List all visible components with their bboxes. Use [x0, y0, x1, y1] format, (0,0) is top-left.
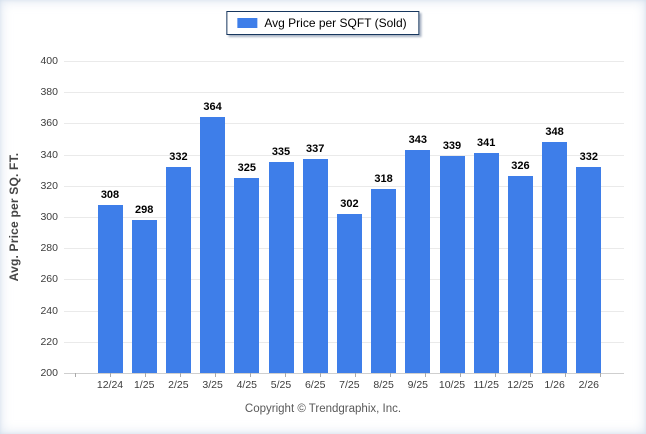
gridline	[64, 123, 624, 125]
x-tick-label: 10/25	[438, 379, 466, 391]
y-tick-label: 280	[40, 242, 58, 255]
bar	[439, 156, 465, 373]
y-tick-label: 400	[40, 55, 58, 67]
x-axis-tick	[250, 373, 251, 377]
bar-value-label: 341	[477, 137, 496, 150]
bar	[302, 159, 328, 373]
bar-value-label: 318	[374, 172, 393, 185]
x-tick-label: 1/26	[544, 379, 565, 391]
x-axis-tick	[425, 373, 426, 377]
bar-value-label: 325	[237, 162, 256, 174]
y-tick-label: 360	[40, 117, 58, 130]
bar-value-label: 339	[442, 140, 462, 153]
legend-swatch-icon	[237, 18, 258, 28]
bar	[576, 167, 602, 373]
x-tick-label: 2/26	[578, 379, 600, 391]
x-axis-tick	[530, 373, 531, 377]
bar	[268, 162, 294, 373]
gridline	[64, 185, 624, 187]
x-axis-tick	[215, 373, 216, 377]
bar-value-label: 364	[203, 101, 222, 114]
x-tick-label: 2/25	[168, 379, 189, 391]
bar	[507, 176, 533, 373]
y-tick-label: 380	[40, 86, 58, 99]
x-tick-label: 9/25	[407, 379, 429, 391]
bar-value-label: 302	[340, 197, 359, 210]
plot-area: 200 220 240 260 280 300 320 340 360 380 400 308 12/2…	[40, 55, 624, 391]
bar-value-label: 332	[169, 151, 188, 164]
x-axis-tick	[390, 373, 391, 377]
x-axis-tick	[145, 373, 146, 377]
x-tick-label: 3/25	[202, 379, 223, 391]
bar-value-label: 326	[511, 160, 530, 173]
x-tick-label: 1/25	[133, 379, 155, 391]
bar	[336, 213, 362, 373]
x-tick-label: 6/25	[304, 379, 326, 391]
x-axis-tick	[495, 373, 496, 377]
footer-text: Copyright © Trendgraphix, Inc.	[244, 403, 402, 415]
x-axis-tick	[285, 373, 286, 377]
bar-value-label: 337	[306, 143, 325, 156]
y-tick-label: 340	[40, 148, 58, 161]
y-tick-label: 300	[40, 211, 58, 223]
x-tick-label: 7/25	[339, 379, 360, 391]
gridline	[64, 92, 624, 94]
y-tick-label: 200	[40, 367, 58, 379]
bar	[165, 167, 191, 373]
bar	[200, 117, 226, 373]
y-tick-label: 260	[40, 273, 58, 286]
x-tick-label: 4/25	[236, 379, 258, 391]
x-tick-label: 12/25	[507, 379, 534, 391]
gridline	[64, 154, 624, 156]
bar-value-label: 332	[579, 151, 598, 164]
x-tick-label: 5/25	[270, 379, 292, 391]
bar-value-label: 343	[408, 133, 427, 146]
gridline	[64, 373, 624, 374]
bar	[542, 142, 568, 373]
legend: Avg Price per SQFT (Sold)	[226, 11, 420, 35]
y-tick-label: 320	[40, 179, 58, 192]
x-axis-tick	[460, 373, 461, 377]
x-axis-tick	[565, 373, 566, 377]
bar-value-label: 308	[100, 188, 120, 201]
bar-value-label: 348	[545, 126, 564, 139]
x-axis-tick	[600, 373, 601, 377]
bar-value-label: 335	[271, 146, 291, 159]
x-axis-tick	[320, 373, 321, 377]
y-tick-label: 220	[40, 335, 58, 348]
bar	[371, 188, 397, 373]
x-axis-tick	[75, 373, 76, 377]
x-tick-label: 8/25	[373, 379, 394, 391]
x-axis-tick	[180, 373, 181, 377]
bar	[234, 178, 260, 373]
bar	[97, 204, 123, 373]
x-axis-tick	[110, 373, 111, 377]
bar	[405, 149, 431, 373]
bar	[473, 153, 499, 373]
y-tick-label: 240	[40, 304, 58, 317]
legend-label: Avg Price per SQFT (Sold)	[264, 16, 407, 30]
bar	[131, 220, 157, 373]
gridline	[64, 61, 624, 62]
x-tick-label: 11/25	[473, 379, 499, 391]
x-axis-tick	[355, 373, 356, 377]
bar-value-label: 298	[135, 204, 154, 217]
x-tick-label: 12/24	[96, 379, 124, 391]
